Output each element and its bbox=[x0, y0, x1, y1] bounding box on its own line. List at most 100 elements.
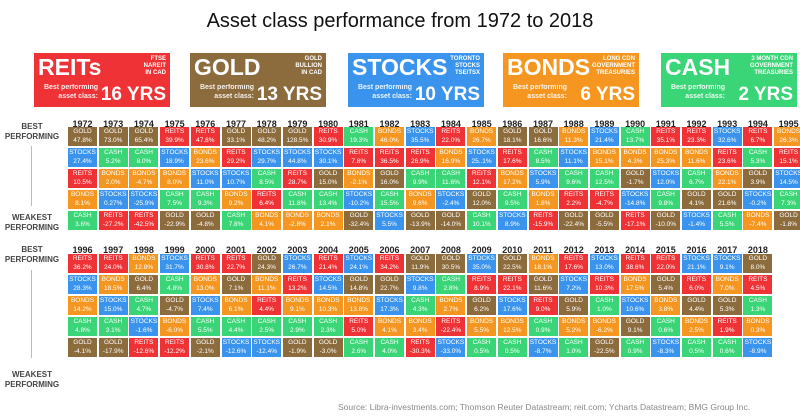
asset-name: REITS bbox=[72, 170, 93, 177]
asset-name: BONDS bbox=[193, 276, 217, 283]
asset-cell: CASH 0.5% bbox=[497, 338, 527, 357]
asset-cell: STOCKS 8.9% bbox=[497, 211, 527, 230]
asset-return: -1.9% bbox=[288, 347, 306, 355]
asset-cell: CASH 11.6% bbox=[436, 169, 466, 188]
asset-name: CASH bbox=[656, 191, 675, 198]
legend-reits: REITs FTSE NAREIT IN CAD Best performing a… bbox=[34, 53, 170, 107]
asset-cell: STOCKS 12.0% bbox=[651, 169, 681, 188]
asset-name: BONDS bbox=[408, 191, 432, 198]
asset-name: BONDS bbox=[746, 212, 770, 219]
asset-name: BONDS bbox=[562, 318, 586, 325]
asset-cell: REITS 6.7% bbox=[743, 127, 773, 146]
year-label: 2012 bbox=[563, 245, 584, 255]
asset-name: BONDS bbox=[377, 318, 402, 325]
asset-return: 0.5% bbox=[504, 347, 520, 355]
year-label: 1999 bbox=[164, 245, 185, 255]
asset-return: 12.8% bbox=[134, 263, 154, 271]
asset-return: 5.5% bbox=[382, 220, 397, 228]
asset-return: 17.3% bbox=[380, 305, 399, 313]
asset-cell: STOCKS 31.7% bbox=[160, 254, 190, 273]
asset-cell: GOLD 73.0% bbox=[98, 127, 128, 146]
asset-return: 14.5% bbox=[779, 178, 798, 186]
asset-cell: GOLD 4.1% bbox=[682, 190, 711, 209]
asset-name: BONDS bbox=[470, 318, 494, 325]
asset-cell: CASH 9.9% bbox=[405, 169, 435, 188]
asset-cell: STOCKS 14.5% bbox=[774, 169, 800, 188]
asset-cell: GOLD 9.1% bbox=[620, 317, 650, 336]
asset-cell: BONDS 13.0% bbox=[190, 275, 220, 294]
asset-name: GOLD bbox=[380, 170, 399, 177]
asset-return: 2.7% bbox=[443, 305, 459, 313]
asset-name: CASH bbox=[134, 149, 153, 156]
asset-cell: STOCKS 9.1% bbox=[712, 254, 742, 273]
asset-cell: GOLD 33.1% bbox=[221, 127, 251, 146]
asset-return: 11.9% bbox=[411, 263, 430, 271]
asset-name: BONDS bbox=[500, 170, 524, 177]
asset-return: 30.5% bbox=[441, 263, 461, 271]
asset-return: 12.1% bbox=[472, 178, 491, 186]
asset-cell: CASH 2.3% bbox=[313, 317, 343, 336]
asset-return: 6.4% bbox=[136, 284, 152, 292]
asset-return: 4.4% bbox=[689, 305, 704, 313]
asset-return: 5.2% bbox=[105, 157, 121, 165]
asset-return: -22.4% bbox=[563, 220, 584, 228]
asset-name: BONDS bbox=[654, 149, 678, 156]
asset-name: CASH bbox=[165, 191, 184, 198]
best-performing-label: BEST PERFORMING bbox=[4, 245, 60, 264]
asset-cell: STOCKS -2.4% bbox=[436, 190, 466, 209]
asset-cell: STOCKS -1.6% bbox=[129, 317, 159, 336]
asset-return: 35.0% bbox=[472, 263, 491, 271]
asset-cell: STOCKS 35.0% bbox=[467, 254, 497, 273]
asset-name: BONDS bbox=[316, 297, 340, 304]
asset-cell: REITS 47.8% bbox=[190, 127, 220, 146]
asset-name: BONDS bbox=[746, 318, 770, 325]
asset-cell: CASH 7.8% bbox=[221, 211, 251, 230]
asset-name: CASH bbox=[595, 170, 614, 177]
legend-best-label: Best performing asset class: bbox=[670, 84, 725, 100]
asset-name: REITS bbox=[441, 318, 461, 325]
asset-return: 4.7% bbox=[136, 305, 152, 313]
asset-cell: REITS 28.7% bbox=[282, 169, 312, 188]
asset-return: 25..1% bbox=[471, 157, 492, 165]
asset-return: 16.9% bbox=[441, 157, 461, 165]
asset-name: REITS bbox=[502, 149, 522, 156]
asset-name: CASH bbox=[288, 318, 307, 325]
asset-cell: REITS 26.9% bbox=[405, 148, 435, 167]
asset-name: GOLD bbox=[472, 297, 491, 304]
asset-cell: STOCKS -33.0% bbox=[436, 338, 466, 357]
legend-name: GOLD bbox=[194, 54, 261, 80]
asset-name: REITS bbox=[379, 255, 400, 262]
asset-cell: REITS 4.5% bbox=[743, 275, 773, 294]
asset-return: 2.8% bbox=[443, 284, 459, 292]
asset-name: STOCKS bbox=[560, 149, 587, 156]
asset-return: 36.5% bbox=[380, 157, 399, 165]
asset-return: -4.8% bbox=[196, 220, 214, 228]
asset-return: -8.7% bbox=[534, 347, 552, 355]
asset-name: CASH bbox=[380, 191, 399, 198]
asset-name: REITS bbox=[594, 191, 614, 198]
year-label: 2017 bbox=[717, 245, 738, 255]
asset-return: 30.9% bbox=[318, 136, 338, 144]
asset-cell: CASH 6.7% bbox=[682, 169, 711, 188]
asset-cell: STOCKS 14.5% bbox=[313, 275, 343, 294]
asset-name: BONDS bbox=[101, 276, 125, 283]
asset-name: GOLD bbox=[103, 339, 123, 346]
asset-return: 0.5% bbox=[689, 347, 704, 355]
asset-cell: GOLD 22.7% bbox=[375, 275, 404, 294]
asset-return: 10.3% bbox=[318, 305, 338, 313]
rank-arrow bbox=[31, 146, 32, 206]
asset-return: 13.0% bbox=[196, 284, 215, 292]
asset-name: STOCKS bbox=[713, 255, 741, 262]
asset-cell: BONDS 5.2% bbox=[559, 317, 589, 336]
asset-return: 15.0% bbox=[103, 305, 123, 313]
asset-cell: STOCKS 17.6% bbox=[497, 296, 527, 315]
asset-name: STOCKS bbox=[683, 255, 710, 262]
asset-name: STOCKS bbox=[498, 212, 526, 219]
asset-cell: CASH 7.3% bbox=[774, 190, 800, 209]
asset-return: 9.1% bbox=[627, 326, 643, 334]
weakest-performing-label: WEAKEST PERFORMING bbox=[4, 370, 60, 389]
asset-name: STOCKS bbox=[621, 191, 649, 198]
asset-name: GOLD bbox=[717, 191, 737, 198]
asset-return: 10.6% bbox=[625, 305, 645, 313]
asset-name: REITS bbox=[287, 170, 307, 177]
